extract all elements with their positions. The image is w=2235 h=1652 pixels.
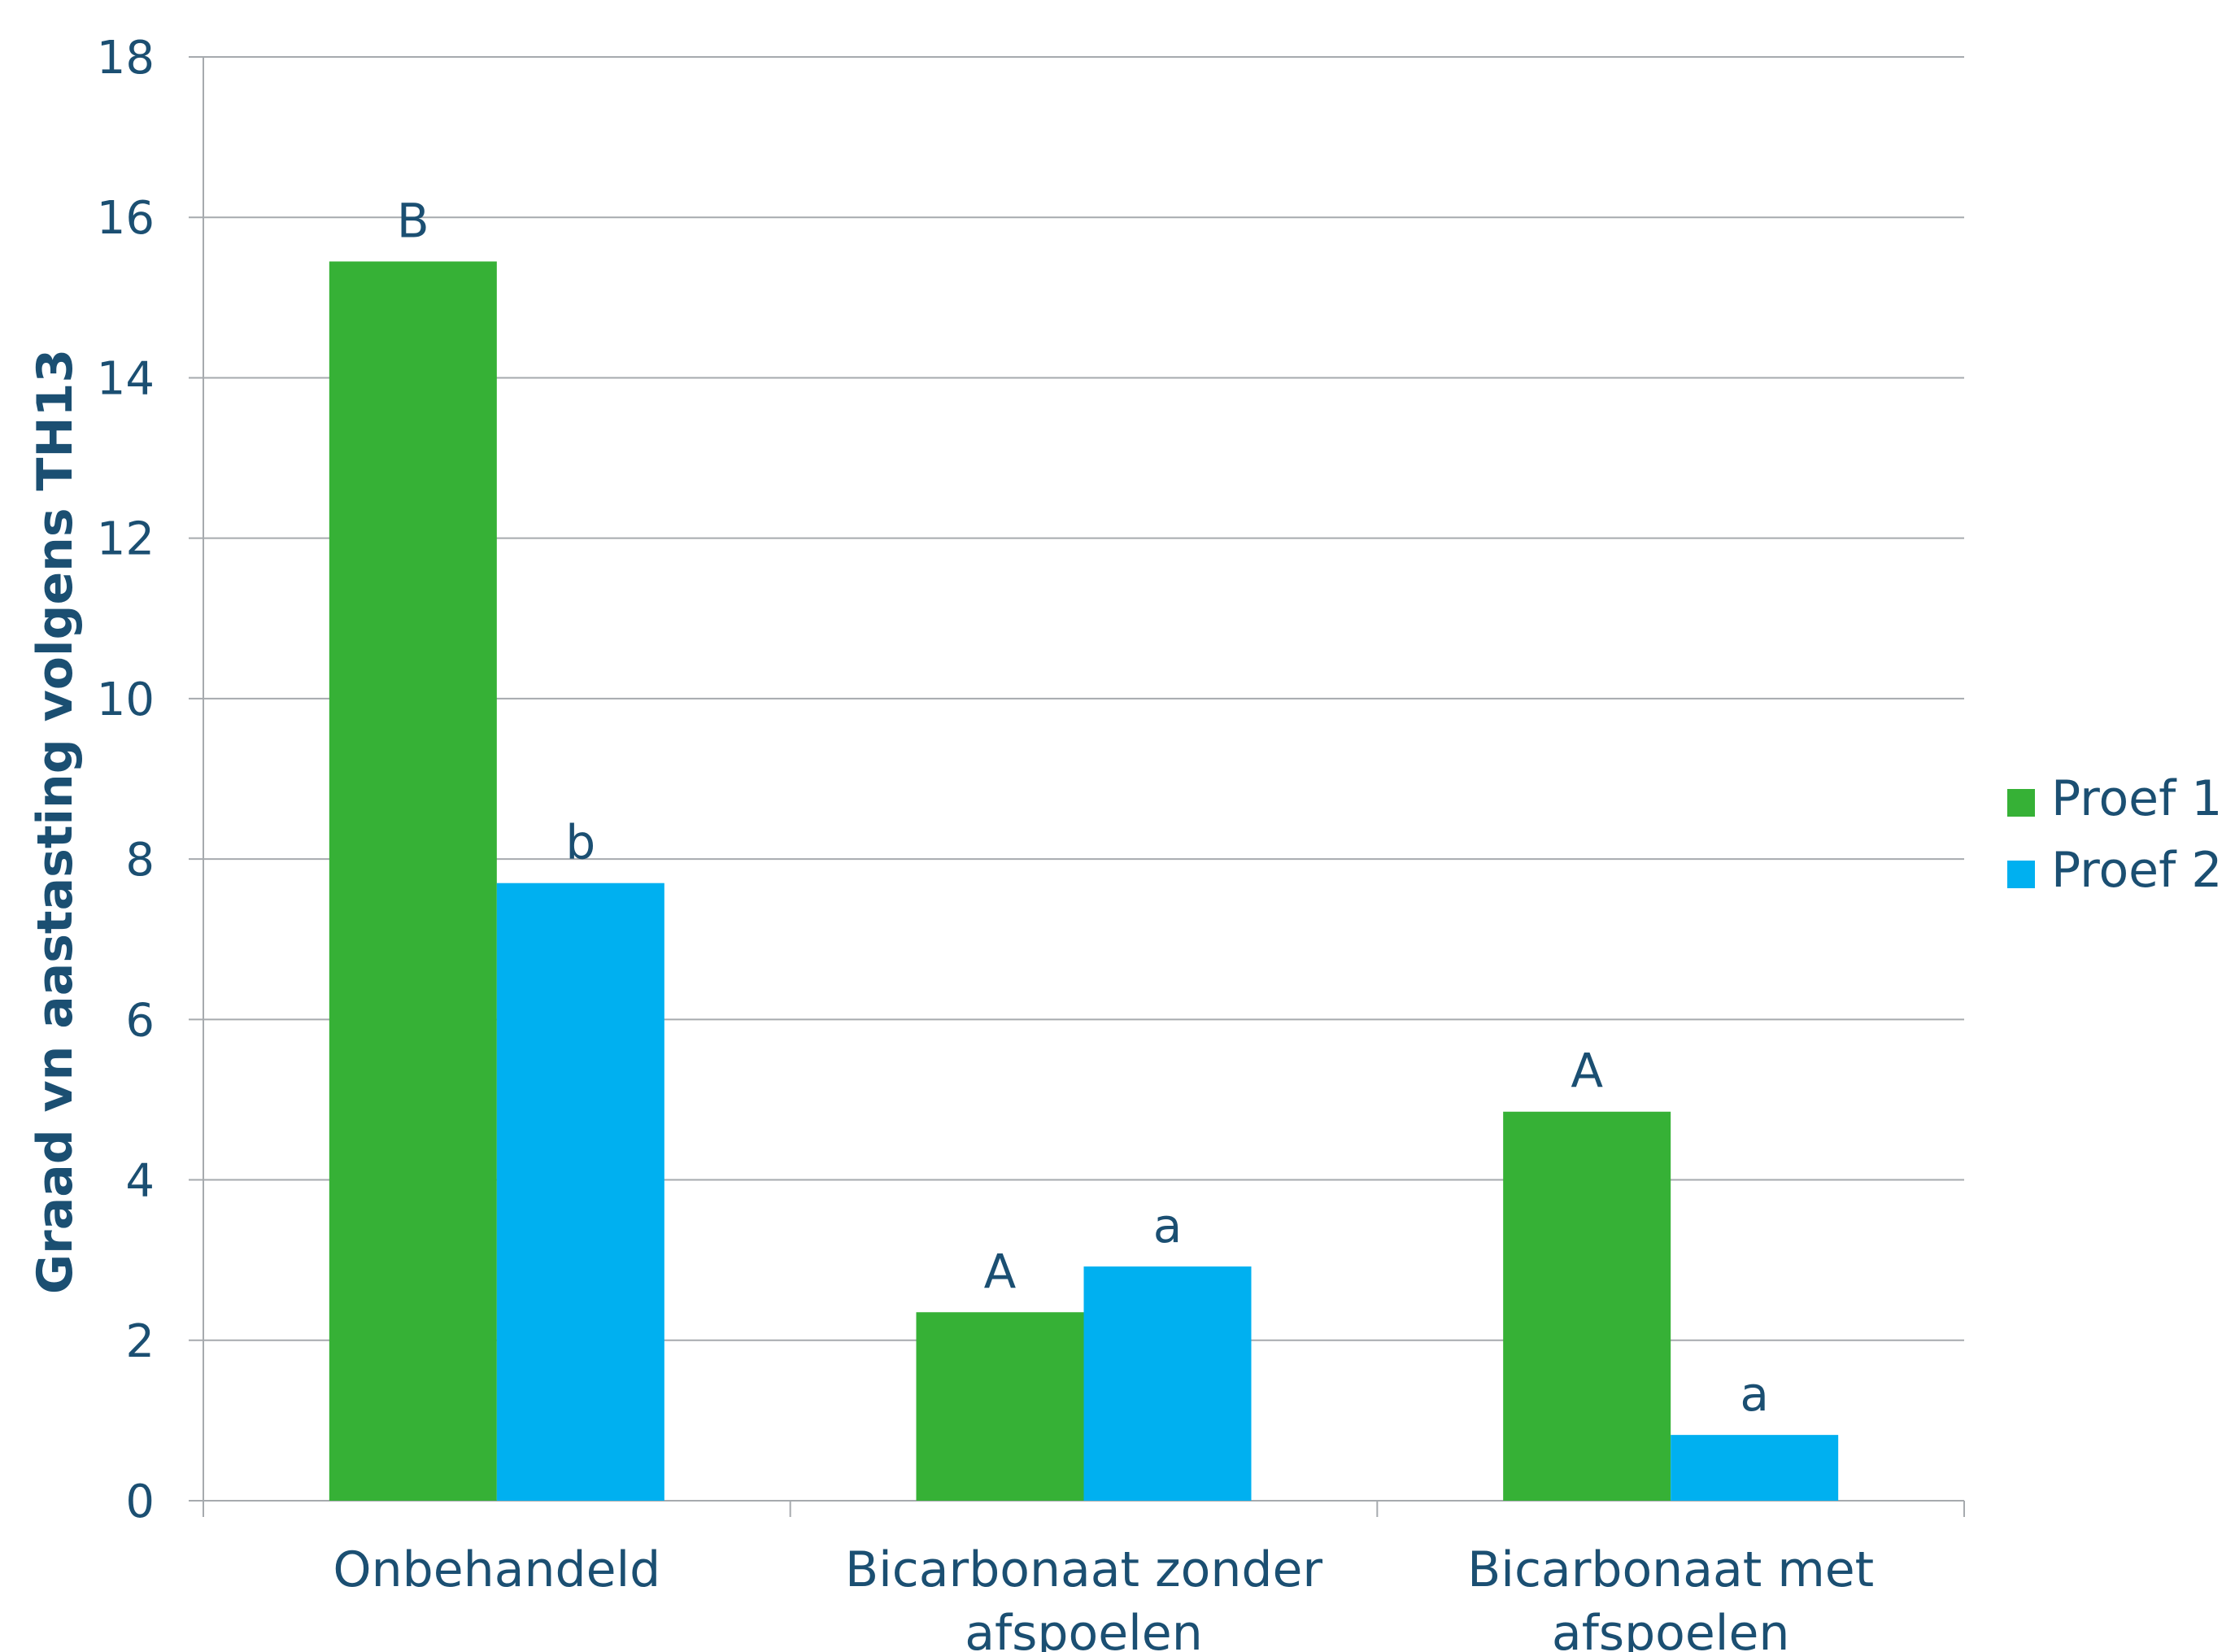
x-category-label: afspoelen <box>965 1605 1202 1652</box>
bar <box>916 1312 1084 1501</box>
x-category-label: Onbehandeld <box>333 1541 660 1598</box>
labels: 0 2 4 6 8 10 12 14 16 18 Bb Onbehandeld Aa Bicarbonaa… <box>97 32 1874 1652</box>
y-tick-label: 10 <box>97 673 155 726</box>
legend-swatch <box>2007 789 2035 817</box>
y-tick-label: 8 <box>125 834 155 887</box>
y-axis-title: Graad vn aastasting volgens TH13 <box>27 349 84 1294</box>
y-tick-label: 2 <box>125 1315 155 1368</box>
x-category-label: afspoelen <box>1552 1605 1789 1652</box>
bar <box>496 883 664 1501</box>
significance-label: A <box>984 1244 1017 1299</box>
significance-label: a <box>1740 1366 1769 1422</box>
bar <box>1503 1111 1671 1501</box>
legend: Proef 1 Proef 2 <box>2007 770 2222 899</box>
y-tick-label: 18 <box>97 32 155 85</box>
legend-label: Proef 2 <box>2051 842 2222 899</box>
y-tick-label: 14 <box>97 352 155 405</box>
legend-swatch <box>2007 861 2035 888</box>
x-category-label: Bicarbonaat zonder <box>845 1541 1322 1598</box>
y-tick-label: 12 <box>97 513 155 566</box>
bar <box>329 261 497 1501</box>
significance-label: B <box>397 193 429 248</box>
y-tick-label: 6 <box>125 994 155 1047</box>
legend-label: Proef 1 <box>2051 770 2222 827</box>
significance-label: b <box>565 815 595 870</box>
y-tick-label: 16 <box>97 192 155 245</box>
significance-label: a <box>1153 1198 1183 1253</box>
significance-label: A <box>1571 1044 1603 1099</box>
bar <box>1083 1266 1252 1501</box>
y-tick-label: 4 <box>125 1155 155 1208</box>
x-category-label: Bicarbonaat met <box>1467 1541 1874 1598</box>
bar <box>1671 1435 1839 1501</box>
bars <box>329 261 1839 1501</box>
y-tick-label: 0 <box>125 1475 155 1528</box>
